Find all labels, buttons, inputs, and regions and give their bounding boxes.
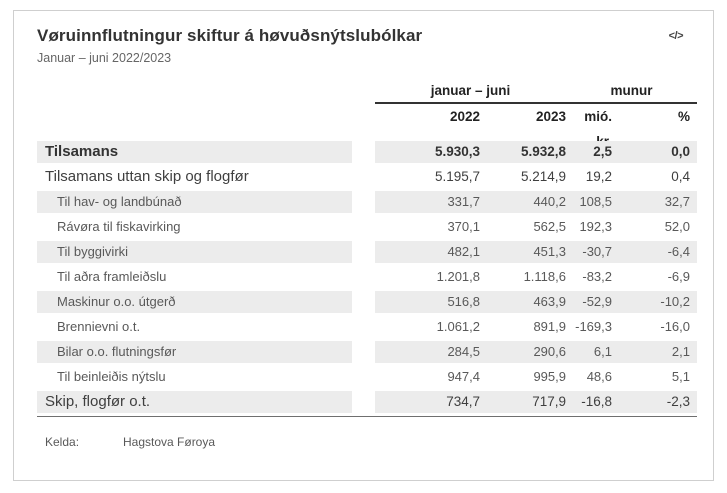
group-header-spacer bbox=[37, 82, 352, 104]
cell-value: 290,6 bbox=[480, 341, 566, 363]
cell-value: 995,9 bbox=[533, 369, 566, 384]
column-gap bbox=[352, 166, 375, 188]
table-row: Til byggivirki 482,1 451,3 -30,7 -6,4 bbox=[37, 241, 697, 263]
data-table: januar – juni munur 2022 2023 mió. kr. %… bbox=[37, 82, 697, 417]
page-title: Vøruinnflutningur skiftur á høvuðsnýtslu… bbox=[37, 26, 423, 45]
cell-value: 482,1 bbox=[375, 241, 480, 263]
row-label: Rávøra til fiskavirking bbox=[57, 219, 181, 234]
cell-value: 891,9 bbox=[533, 319, 566, 334]
stat-card: Vøruinnflutningur skiftur á høvuðsnýtslu… bbox=[13, 10, 714, 481]
cell-value: -83,2 bbox=[582, 269, 612, 284]
table-row: Rávøra til fiskavirking 370,1 562,5 192,3 52… bbox=[37, 216, 697, 238]
group-header-period: januar – juni bbox=[375, 82, 566, 104]
column-gap bbox=[352, 391, 375, 413]
cell-value: 32,7 bbox=[612, 191, 697, 213]
cell-value: 284,5 bbox=[375, 341, 480, 363]
row-label: Til aðra framleiðslu bbox=[57, 269, 167, 284]
column-gap bbox=[352, 141, 375, 163]
row-label: Til hav- og landbúnað bbox=[37, 191, 352, 213]
cell-value: 5.932,8 bbox=[480, 141, 566, 163]
row-label: Bilar o.o. flutningsfør bbox=[37, 341, 352, 363]
column-gap bbox=[352, 216, 375, 238]
column-gap bbox=[352, 82, 375, 104]
table-body: Tilsamans 5.930,3 5.932,8 2,5 0,0 Tilsamans u… bbox=[37, 141, 697, 413]
group-header-difference: munur bbox=[566, 82, 697, 104]
cell-value: 451,3 bbox=[480, 241, 566, 263]
cell-value: 947,4 bbox=[447, 369, 480, 384]
cell-value: 734,7 bbox=[375, 391, 480, 413]
cell-value: 516,8 bbox=[375, 291, 480, 313]
source-footer: Kelda: Hagstova Føroya bbox=[14, 435, 713, 455]
row-label: Maskinur o.o. útgerð bbox=[37, 291, 352, 313]
cell-value: 2,1 bbox=[612, 341, 697, 363]
cell-value: -6,4 bbox=[612, 241, 697, 263]
cell-value: 192,3 bbox=[579, 219, 612, 234]
cell-value: 5,1 bbox=[671, 369, 690, 384]
cell-value: 19,2 bbox=[585, 169, 612, 184]
row-label: Tilsamans uttan skip og flogfør bbox=[45, 168, 249, 185]
column-gap bbox=[352, 266, 375, 288]
cell-value: 331,7 bbox=[375, 191, 480, 213]
cell-value: -16,8 bbox=[566, 391, 612, 413]
table-row: Tilsamans 5.930,3 5.932,8 2,5 0,0 bbox=[37, 141, 697, 163]
cell-value: -52,9 bbox=[566, 291, 612, 313]
source-value: Hagstova Føroya bbox=[123, 435, 216, 449]
cell-value: 5.930,3 bbox=[375, 141, 480, 163]
cell-value: 440,2 bbox=[480, 191, 566, 213]
column-gap bbox=[352, 241, 375, 263]
cell-value: 1.201,8 bbox=[436, 269, 480, 284]
cell-value: 48,6 bbox=[586, 369, 612, 384]
cell-value: 108,5 bbox=[566, 191, 612, 213]
embed-code-icon[interactable]: </> bbox=[668, 30, 684, 42]
cell-value: 562,5 bbox=[533, 219, 566, 234]
table-bottom-rule bbox=[37, 416, 697, 417]
table-row: Brennievni o.t. 1.061,2 891,9 -169,3 -16,0 bbox=[37, 316, 697, 338]
table-row: Bilar o.o. flutningsfør 284,5 290,6 6,1 2,1 bbox=[37, 341, 697, 363]
row-label: Skip, flogfør o.t. bbox=[37, 391, 352, 413]
table-row: Skip, flogfør o.t. 734,7 717,9 -16,8 -2,3 bbox=[37, 391, 697, 413]
cell-value: 5.195,7 bbox=[434, 169, 480, 184]
cell-value: 52,0 bbox=[664, 219, 690, 234]
row-label: Til beinleiðis nýtslu bbox=[57, 369, 166, 384]
cell-value: 370,1 bbox=[447, 219, 480, 234]
table-column-header-row: 2022 2023 mió. kr. % bbox=[37, 104, 697, 156]
page-subtitle: Januar – juni 2022/2023 bbox=[37, 51, 172, 65]
cell-value: -16,0 bbox=[660, 319, 690, 334]
table-row: Tilsamans uttan skip og flogfør 5.195,7 5.… bbox=[37, 166, 697, 188]
cell-value: 717,9 bbox=[480, 391, 566, 413]
column-gap bbox=[352, 316, 375, 338]
cell-value: 5.214,9 bbox=[520, 169, 566, 184]
cell-value: -10,2 bbox=[612, 291, 697, 313]
column-gap bbox=[352, 191, 375, 213]
cell-value: 0,0 bbox=[612, 141, 697, 163]
row-label: Tilsamans bbox=[37, 141, 352, 163]
table-row: Til aðra framleiðslu 1.201,8 1.118,6 -83,2 -… bbox=[37, 266, 697, 288]
table-row: Maskinur o.o. útgerð 516,8 463,9 -52,9 -10,2 bbox=[37, 291, 697, 313]
table-row: Til beinleiðis nýtslu 947,4 995,9 48,6 5,1 bbox=[37, 366, 697, 388]
source-label: Kelda: bbox=[45, 435, 80, 449]
cell-value: -169,3 bbox=[575, 319, 612, 334]
table-row: Til hav- og landbúnað 331,7 440,2 108,5 32,7 bbox=[37, 191, 697, 213]
column-gap bbox=[352, 291, 375, 313]
table-group-header-row: januar – juni munur bbox=[37, 82, 697, 104]
column-gap bbox=[352, 341, 375, 363]
cell-value: 6,1 bbox=[566, 341, 612, 363]
row-label: Til byggivirki bbox=[37, 241, 352, 263]
cell-value: 1.061,2 bbox=[436, 319, 480, 334]
cell-value: 1.118,6 bbox=[523, 269, 566, 284]
cell-value: -30,7 bbox=[566, 241, 612, 263]
column-gap bbox=[352, 366, 375, 388]
row-label: Brennievni o.t. bbox=[57, 319, 141, 334]
cell-value: -6,9 bbox=[667, 269, 690, 284]
cell-value: 0,4 bbox=[671, 169, 690, 184]
cell-value: 2,5 bbox=[566, 141, 612, 163]
cell-value: 463,9 bbox=[480, 291, 566, 313]
cell-value: -2,3 bbox=[612, 391, 697, 413]
